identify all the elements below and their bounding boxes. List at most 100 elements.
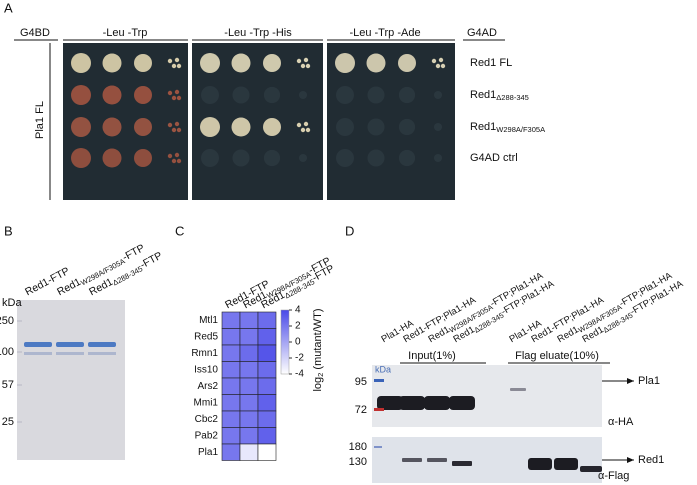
- spot: [263, 149, 281, 167]
- row-label: Ars2: [197, 381, 218, 392]
- row-label: Cbc2: [195, 414, 219, 425]
- colony: [303, 121, 309, 127]
- colorbar-tick-label: -2: [295, 353, 304, 364]
- spot: [134, 118, 152, 136]
- band: [24, 352, 52, 355]
- spot: [102, 53, 122, 73]
- unit: kDa: [375, 364, 391, 374]
- spot: [102, 148, 122, 168]
- band: [510, 388, 526, 391]
- heatmap-cell: [257, 328, 277, 346]
- colony: [174, 89, 180, 95]
- heatmap-cell: [221, 311, 241, 329]
- heatmap-cell: [221, 344, 241, 362]
- row-label: Mmi1: [194, 397, 219, 408]
- row-label: Iss10: [194, 364, 218, 375]
- panel-label: D: [345, 223, 354, 238]
- heatmap-cell: [257, 410, 277, 428]
- spot: [367, 118, 385, 136]
- marker-label: 72: [355, 404, 367, 416]
- ladder: [374, 446, 382, 448]
- spot: [398, 54, 416, 72]
- spot: [201, 149, 219, 167]
- target-label: Red1: [638, 454, 664, 466]
- marker-label: 25: [2, 416, 14, 428]
- label-part: Red1: [470, 89, 496, 101]
- colony: [171, 158, 177, 164]
- heatmap-cell: [257, 443, 277, 461]
- heatmap-cell: [221, 394, 241, 412]
- colony: [438, 57, 444, 63]
- spot: [335, 53, 355, 73]
- spot: [433, 153, 443, 163]
- heatmap-cell: [239, 311, 259, 329]
- colorbar-tick-label: 2: [295, 321, 301, 332]
- heatmap-cell: [257, 311, 277, 329]
- label-part: Red1 FL: [470, 57, 512, 69]
- colony: [435, 63, 441, 69]
- spot: [366, 53, 386, 73]
- spot: [398, 149, 416, 167]
- bait-label: Pla1 FL: [34, 101, 46, 139]
- row-label: Pab2: [195, 430, 219, 441]
- ladder: [374, 379, 384, 382]
- spot: [367, 149, 385, 167]
- marker-label: 180: [349, 441, 367, 453]
- antibody-label: α-HA: [608, 416, 634, 428]
- colony: [171, 95, 177, 101]
- target-label: Pla1: [638, 375, 660, 387]
- header: G4BD: [20, 27, 50, 39]
- colorbar-tick-label: -4: [295, 369, 304, 380]
- spot: [71, 53, 91, 73]
- spot: [398, 118, 416, 136]
- heatmap-cell: [221, 361, 241, 379]
- heatmap-cell: [239, 443, 259, 461]
- colony: [296, 122, 302, 128]
- colony: [300, 63, 306, 69]
- colony: [296, 58, 302, 64]
- spot: [398, 86, 416, 104]
- spot: [336, 149, 354, 167]
- spot: [433, 122, 443, 132]
- spot: [102, 85, 122, 105]
- marker-label: 95: [355, 376, 367, 388]
- band: [88, 342, 116, 347]
- plate-header: -Leu -Trp -His: [224, 27, 292, 39]
- band: [580, 466, 602, 472]
- spot: [71, 117, 91, 137]
- group-label: Flag eluate(10%): [515, 350, 599, 362]
- colony: [431, 58, 437, 64]
- heatmap-cell: [257, 394, 277, 412]
- spot: [231, 117, 251, 137]
- row-label: Pla1: [198, 447, 218, 458]
- heatmap-cell: [239, 427, 259, 445]
- spot: [134, 54, 152, 72]
- panel-label: C: [175, 223, 184, 238]
- band: [452, 461, 472, 466]
- spot: [232, 149, 250, 167]
- group-label: Input(1%): [408, 350, 456, 362]
- label-part: 2: [316, 373, 325, 377]
- spot: [263, 54, 281, 72]
- spot: [263, 118, 281, 136]
- colony: [174, 152, 180, 158]
- band: [24, 342, 52, 347]
- heatmap-cell: [239, 328, 259, 346]
- colony: [167, 153, 173, 159]
- colony: [167, 58, 173, 64]
- heatmap-cell: [221, 427, 241, 445]
- antibody-label: α-Flag: [598, 470, 629, 482]
- spot: [298, 90, 308, 100]
- colony: [167, 122, 173, 128]
- marker-label: 130: [349, 456, 367, 468]
- band: [399, 396, 425, 410]
- band: [424, 396, 450, 410]
- panel-label: A: [4, 0, 13, 15]
- spot: [134, 86, 152, 104]
- heatmap-cell: [257, 427, 277, 445]
- heatmap-cell: [239, 344, 259, 362]
- colorbar-tick-label: 0: [295, 337, 301, 348]
- spot: [231, 53, 251, 73]
- prey-label: Red1Δ288-345: [470, 89, 529, 102]
